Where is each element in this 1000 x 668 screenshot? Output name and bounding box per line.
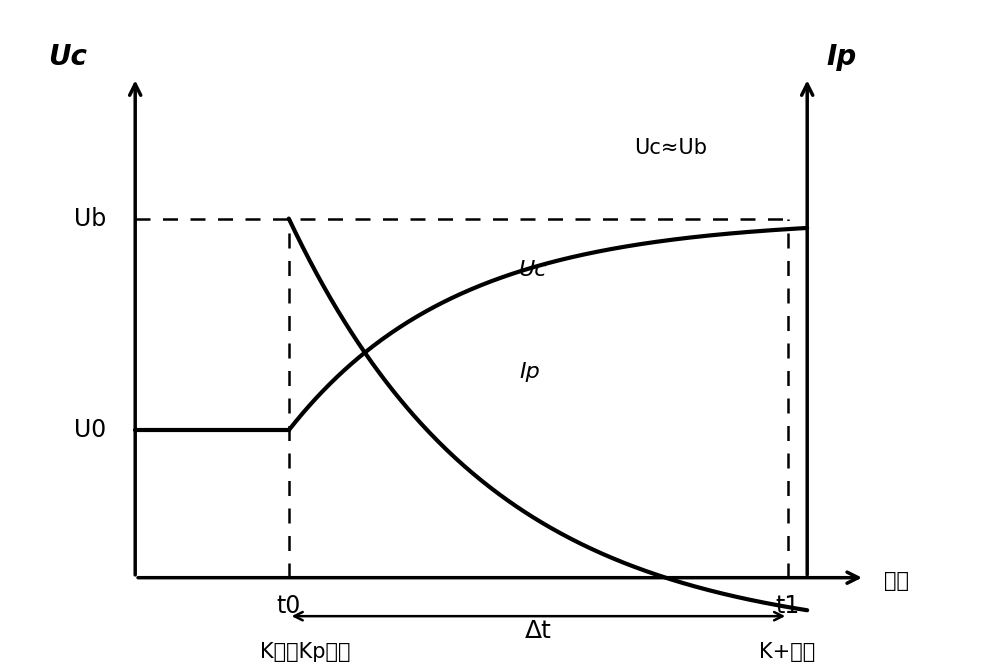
Text: Uc: Uc [519,260,548,280]
Text: Ip: Ip [519,363,540,383]
Text: U0: U0 [74,418,106,442]
Text: K－、Kp闭合: K－、Kp闭合 [260,642,351,662]
Text: K+闭合: K+闭合 [759,642,815,662]
Text: Δt: Δt [525,619,552,643]
Text: Ub: Ub [74,206,106,230]
Text: Ip: Ip [826,43,857,71]
Text: 时间: 时间 [884,571,909,591]
Text: t1: t1 [776,594,800,618]
Text: Uc: Uc [48,43,88,71]
Text: t0: t0 [277,594,301,618]
Text: Uc≈Ub: Uc≈Ub [634,138,707,158]
